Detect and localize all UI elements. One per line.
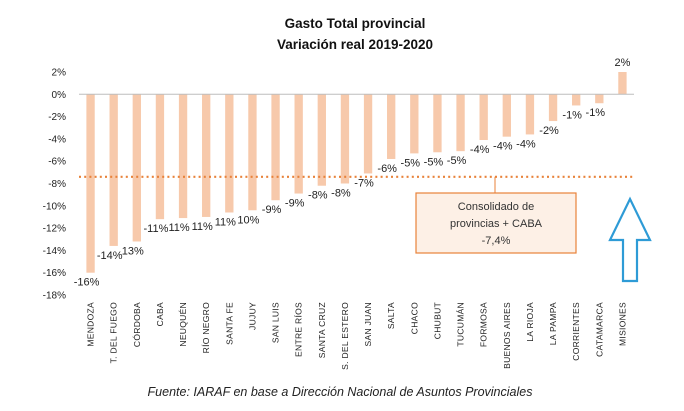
- bar: [548, 94, 558, 122]
- data-label: -9%: [285, 198, 305, 210]
- y-tick-label: 0%: [52, 90, 67, 101]
- data-label: -5%: [424, 156, 444, 168]
- bar: [363, 94, 373, 174]
- data-label: 10%: [237, 214, 259, 226]
- data-label: 11%: [192, 221, 213, 233]
- bar: [86, 94, 95, 273]
- data-label: 11%: [215, 216, 236, 228]
- bar: [155, 94, 165, 220]
- x-tick-label: CORRIENTES: [571, 302, 581, 361]
- up-arrow-icon: [608, 196, 652, 283]
- bar: [202, 94, 211, 217]
- x-tick-label: TUCUMÁN: [456, 302, 466, 347]
- bar: [479, 94, 488, 141]
- bar: [456, 94, 465, 152]
- annotation-line-2: provincias + CABA: [450, 218, 543, 230]
- x-tick-label: SAN JUAN: [363, 302, 373, 346]
- data-label: -11%: [144, 223, 169, 235]
- bar: [595, 94, 604, 104]
- x-tick-label: CHACO: [409, 302, 419, 334]
- source-note: Fuente: IARAF en base a Dirección Nacion…: [148, 385, 533, 399]
- chart-title: Gasto Total provincial: [285, 16, 426, 31]
- x-tick-label: SANTA CRUZ: [317, 302, 327, 358]
- data-label: -14%: [97, 250, 123, 262]
- bar: [410, 94, 419, 154]
- x-tick-label: CATAMARCA: [594, 302, 604, 357]
- annotation-line-3: -7,4%: [482, 235, 511, 247]
- data-label: 11%: [168, 222, 189, 234]
- y-tick-label: -10%: [43, 201, 66, 212]
- bar: [225, 94, 234, 213]
- y-tick-label: -6%: [48, 157, 66, 168]
- data-label: -5%: [447, 155, 467, 167]
- bar: [340, 94, 350, 184]
- data-label: -4%: [493, 141, 513, 153]
- x-tick-label: MISIONES: [617, 302, 627, 346]
- y-axis: 2% 0% -2% -4% -6% -8% -10% -12% -14% -16% -18%: [43, 68, 66, 302]
- annotation-box: Consolidado de provincias + CABA -7,4%: [415, 176, 577, 254]
- data-label: -8%: [331, 188, 351, 200]
- x-tick-label: BUENOS AIRES: [502, 302, 512, 369]
- y-tick-label: -2%: [48, 112, 66, 123]
- x-tick-label: ENTRE RÍOS: [294, 302, 304, 357]
- y-tick-label: -18%: [43, 291, 66, 302]
- x-tick-label: T. DEL FUEGO: [109, 302, 119, 363]
- bar: [178, 94, 188, 219]
- bar: [433, 94, 442, 153]
- y-tick-label: -12%: [43, 224, 66, 235]
- x-tick-label: NEUQUÉN: [178, 302, 188, 347]
- data-labels: -16%-14% 13%-11% 11% 11% 11% 10%-9%-9%-8% -8%-…: [74, 57, 631, 289]
- x-tick-label: SANTA FE: [224, 302, 234, 345]
- data-label: 13%: [122, 245, 144, 257]
- bar: [572, 94, 581, 106]
- annotation-rect: [415, 192, 577, 254]
- data-label: -4%: [470, 144, 490, 156]
- data-label: -9%: [262, 204, 282, 216]
- data-label: -8%: [308, 190, 328, 202]
- bars: [86, 72, 627, 273]
- x-tick-label: FORMOSA: [479, 302, 489, 347]
- bar: [109, 94, 118, 246]
- data-label: -5%: [401, 157, 421, 169]
- x-tick-label: SAN LUIS: [271, 302, 281, 343]
- data-label: -1%: [586, 107, 606, 119]
- x-tick-label: RÍO NEGRO: [201, 302, 211, 353]
- data-label: -7%: [354, 177, 374, 189]
- y-tick-label: -14%: [43, 246, 66, 257]
- bar: [132, 94, 141, 242]
- x-tick-label: SALTA: [386, 302, 396, 329]
- x-tick-label: CÓRDOBA: [132, 302, 142, 347]
- data-label: -1%: [562, 109, 582, 121]
- x-tick-label: S. DEL ESTERO: [340, 302, 350, 370]
- annotation-line-1: Consolidado de: [458, 201, 534, 213]
- y-tick-label: -4%: [48, 134, 66, 145]
- bar: [502, 94, 511, 137]
- x-tick-label: CABA: [155, 302, 165, 326]
- x-tick-labels: MENDOZA T. DEL FUEGO CÓRDOBA CABA NEUQUÉN RÍO…: [86, 302, 628, 370]
- data-label: -6%: [377, 163, 397, 175]
- bar: [387, 94, 396, 159]
- data-label: 2%: [614, 57, 630, 69]
- y-tick-label: -8%: [48, 179, 66, 190]
- bar: [271, 94, 280, 201]
- data-label: -4%: [516, 138, 536, 150]
- bar: [294, 94, 303, 194]
- x-tick-label: MENDOZA: [86, 302, 96, 347]
- bar: [618, 72, 627, 95]
- bar: [248, 94, 257, 211]
- data-label: -16%: [74, 277, 100, 289]
- x-tick-label: JUJUY: [247, 302, 257, 330]
- bar: [525, 94, 535, 135]
- y-tick-label: 2%: [52, 68, 67, 79]
- data-label: -2%: [539, 125, 559, 137]
- bar: [317, 94, 326, 186]
- chart-subtitle: Variación real 2019-2020: [277, 37, 433, 52]
- x-tick-label: LA PAMPA: [548, 302, 558, 345]
- x-tick-label: CHUBUT: [432, 302, 442, 339]
- y-tick-label: -16%: [43, 268, 66, 279]
- x-tick-label: LA RIOJA: [525, 302, 535, 342]
